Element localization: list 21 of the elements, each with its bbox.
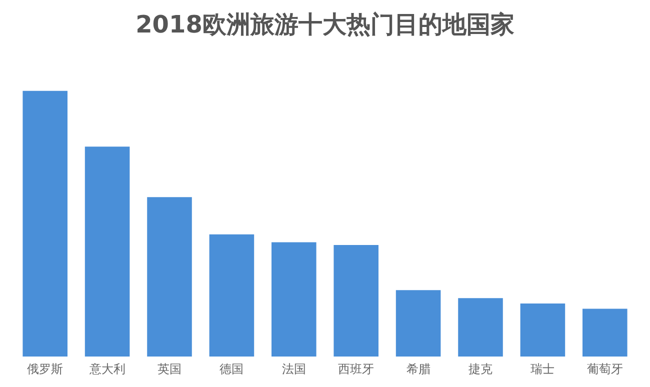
x-tick-label: 德国 xyxy=(220,362,244,376)
bar xyxy=(147,197,192,357)
x-tick-label: 俄罗斯 xyxy=(27,362,64,376)
bar xyxy=(209,234,254,357)
bar xyxy=(396,290,441,357)
x-tick-label: 西班牙 xyxy=(338,362,374,376)
x-tick-label: 捷克 xyxy=(468,362,492,376)
bar xyxy=(22,90,68,357)
x-tick-label: 英国 xyxy=(158,362,182,376)
bar xyxy=(520,303,566,357)
bar xyxy=(334,244,378,357)
bar xyxy=(582,308,628,357)
x-tick-label: 葡萄牙 xyxy=(586,362,623,376)
bar xyxy=(458,298,503,357)
bar xyxy=(272,242,316,357)
x-tick-label: 瑞士 xyxy=(530,362,555,376)
bar xyxy=(84,146,130,357)
x-tick-label: 希腊 xyxy=(406,362,430,376)
x-tick-label: 意大利 xyxy=(88,362,126,376)
x-tick-label: 法国 xyxy=(282,362,306,376)
chart-title: 2018欧洲旅游十大热门目的地国家 xyxy=(136,10,514,39)
